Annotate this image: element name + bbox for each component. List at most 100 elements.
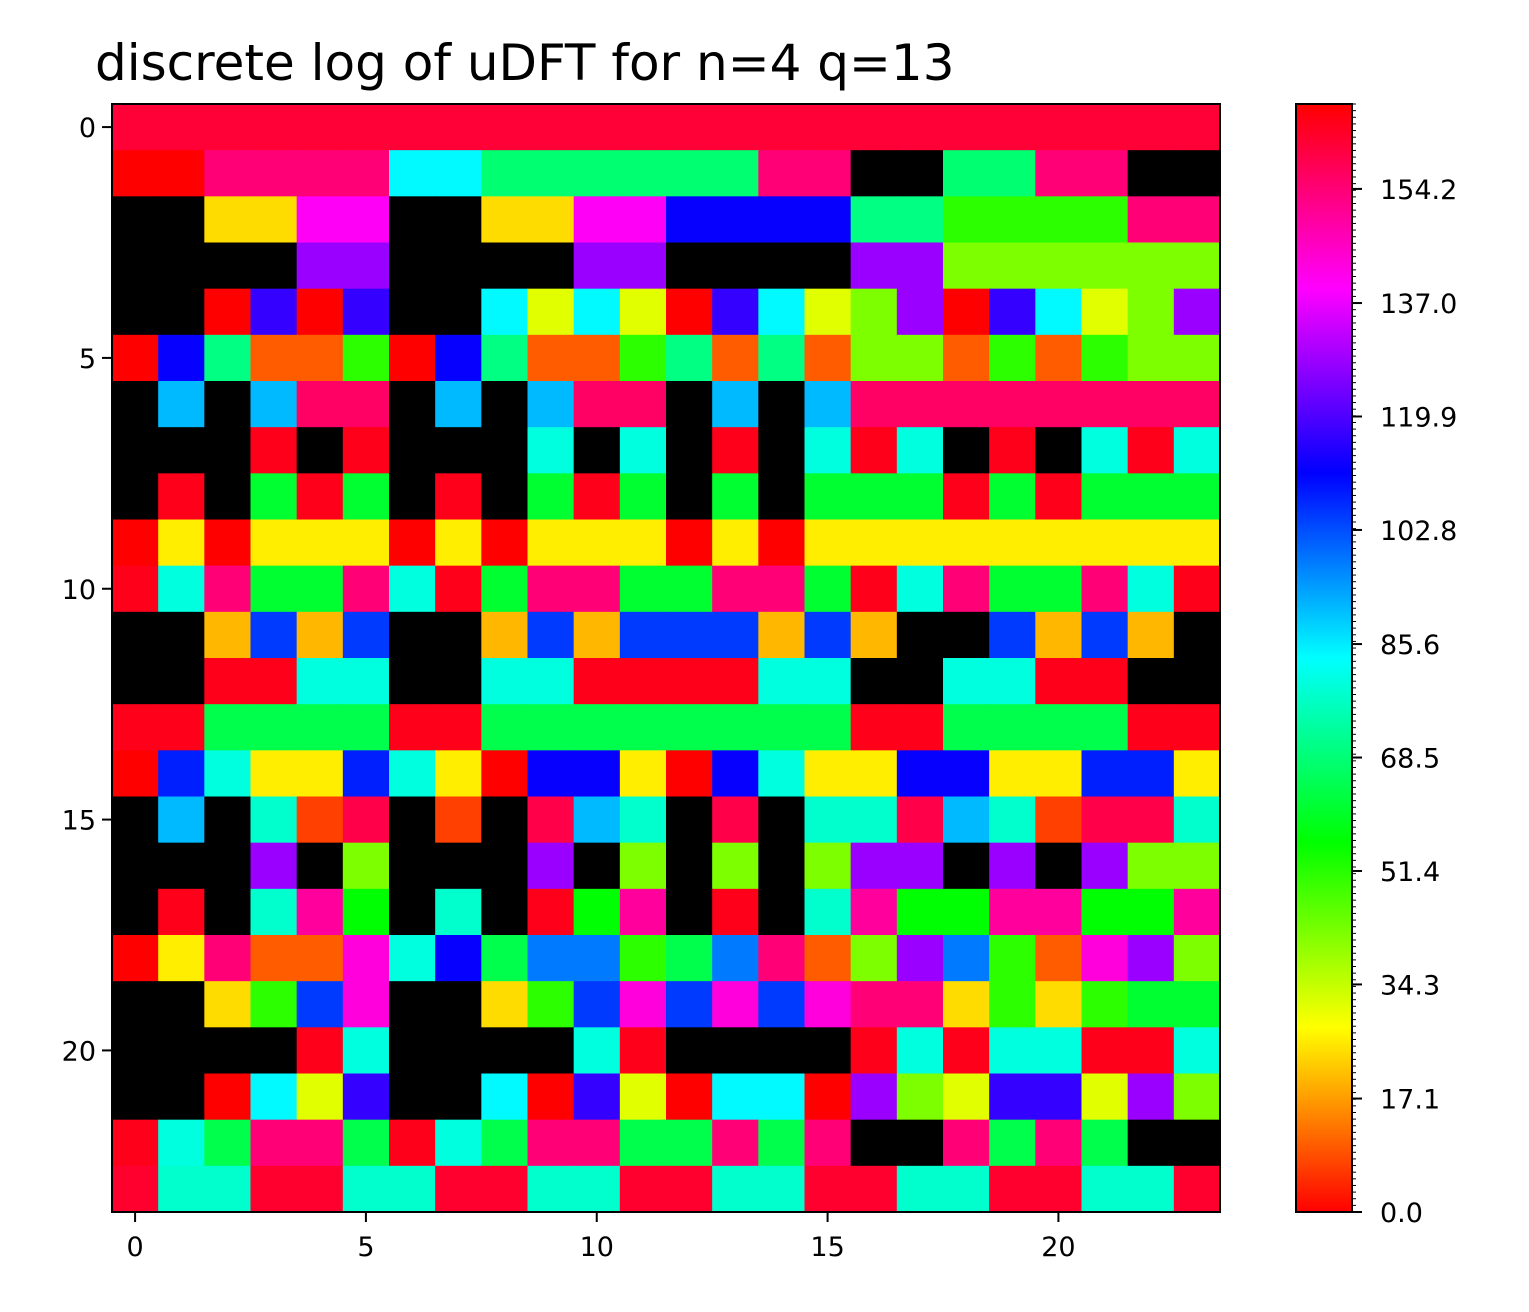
heatmap-cell	[342, 288, 390, 336]
heatmap-cell	[435, 658, 482, 705]
heatmap-cell	[989, 888, 1036, 936]
heatmap-cell	[666, 519, 713, 567]
heatmap-cell	[1127, 104, 1175, 151]
heatmap-cell	[527, 796, 575, 844]
heatmap-cell	[989, 796, 1036, 844]
heatmap-cell	[989, 704, 1036, 751]
heatmap-cell	[250, 1165, 298, 1213]
heatmap-cell	[896, 104, 944, 151]
heatmap-cell	[896, 473, 944, 521]
heatmap-cell	[435, 796, 482, 844]
heatmap-cell	[1035, 381, 1083, 428]
heatmap-cell	[758, 796, 806, 844]
heatmap-cell	[112, 658, 159, 705]
heatmap-cell	[619, 288, 667, 336]
heatmap-cell	[989, 981, 1036, 1028]
heatmap-cell	[1173, 658, 1221, 705]
heatmap-cell	[1081, 519, 1129, 567]
heatmap-cell	[204, 334, 252, 382]
heatmap-cell	[896, 658, 944, 705]
heatmap-cell	[758, 381, 806, 428]
heatmap-cell	[1127, 242, 1175, 290]
heatmap-cell	[435, 1027, 482, 1075]
heatmap-cell	[989, 658, 1036, 705]
heatmap-cell	[342, 334, 390, 382]
heatmap-cells	[112, 104, 1221, 1213]
heatmap-cell	[158, 1119, 205, 1167]
heatmap-cell	[804, 704, 852, 751]
heatmap-cell	[158, 611, 205, 659]
heatmap-cell	[666, 473, 713, 521]
heatmap-cell	[342, 704, 390, 751]
heatmap-cell	[1035, 288, 1083, 336]
heatmap-cell	[804, 334, 852, 382]
heatmap-cell	[296, 150, 344, 197]
heatmap-cell	[1173, 935, 1221, 982]
heatmap-cell	[389, 334, 436, 382]
heatmap-cell	[481, 658, 529, 705]
heatmap-cell	[527, 935, 575, 982]
heatmap-cell	[804, 242, 852, 290]
heatmap-cell	[758, 842, 806, 890]
heatmap-cell	[1173, 1073, 1221, 1121]
heatmap-cell	[389, 242, 436, 290]
heatmap-cell	[666, 842, 713, 890]
colorbar-tick-label: 102.8	[1380, 516, 1457, 547]
heatmap-cell	[619, 565, 667, 613]
heatmap-cell	[296, 1119, 344, 1167]
heatmap-cell	[1035, 981, 1083, 1028]
chart-title: discrete log of uDFT for n=4 q=13	[95, 34, 955, 92]
heatmap-cell	[158, 473, 205, 521]
plot-frame	[111, 103, 1221, 1213]
heatmap-cell	[1081, 796, 1129, 844]
heatmap-cell	[112, 1027, 159, 1075]
heatmap-cell	[850, 150, 898, 197]
heatmap-cell	[758, 473, 806, 521]
heatmap-cell	[1127, 150, 1175, 197]
heatmap-cell	[666, 935, 713, 982]
heatmap-cell	[850, 704, 898, 751]
heatmap-cell	[850, 981, 898, 1028]
heatmap-cell	[296, 704, 344, 751]
heatmap-cell	[850, 104, 898, 151]
heatmap-cell	[204, 150, 252, 197]
heatmap-cell	[204, 1073, 252, 1121]
colorbar-tick-label: 0.0	[1380, 1198, 1423, 1229]
heatmap-cell	[204, 104, 252, 151]
heatmap-cell	[296, 565, 344, 613]
heatmap-cell	[1035, 150, 1083, 197]
heatmap-cell	[158, 334, 205, 382]
heatmap-cell	[943, 1027, 990, 1075]
heatmap-cell	[989, 1119, 1036, 1167]
heatmap-cell	[712, 288, 759, 336]
heatmap-cell	[804, 611, 852, 659]
heatmap-cell	[804, 658, 852, 705]
heatmap-cell	[666, 150, 713, 197]
heatmap-cell	[158, 704, 205, 751]
heatmap-cell	[1127, 796, 1175, 844]
heatmap-cell	[804, 288, 852, 336]
heatmap-cell	[712, 565, 759, 613]
heatmap-cell	[896, 1165, 944, 1213]
heatmap-cell	[804, 473, 852, 521]
heatmap-cell	[158, 1073, 205, 1121]
heatmap-cell	[1173, 1119, 1221, 1167]
heatmap-cell	[296, 796, 344, 844]
heatmap-cell	[1035, 104, 1083, 151]
heatmap-cell	[619, 196, 667, 244]
heatmap-cell	[666, 1073, 713, 1121]
heatmap-cell	[1127, 565, 1175, 613]
heatmap-cell	[666, 196, 713, 244]
heatmap-cell	[158, 288, 205, 336]
heatmap-cell	[758, 196, 806, 244]
heatmap-cell	[619, 334, 667, 382]
heatmap-cell	[573, 519, 621, 567]
heatmap-cell	[1173, 704, 1221, 751]
heatmap-cell	[1127, 888, 1175, 936]
heatmap-cell	[481, 381, 529, 428]
heatmap-cell	[804, 1119, 852, 1167]
heatmap-cell	[896, 196, 944, 244]
heatmap-cell	[1173, 1027, 1221, 1075]
heatmap-cell	[389, 935, 436, 982]
